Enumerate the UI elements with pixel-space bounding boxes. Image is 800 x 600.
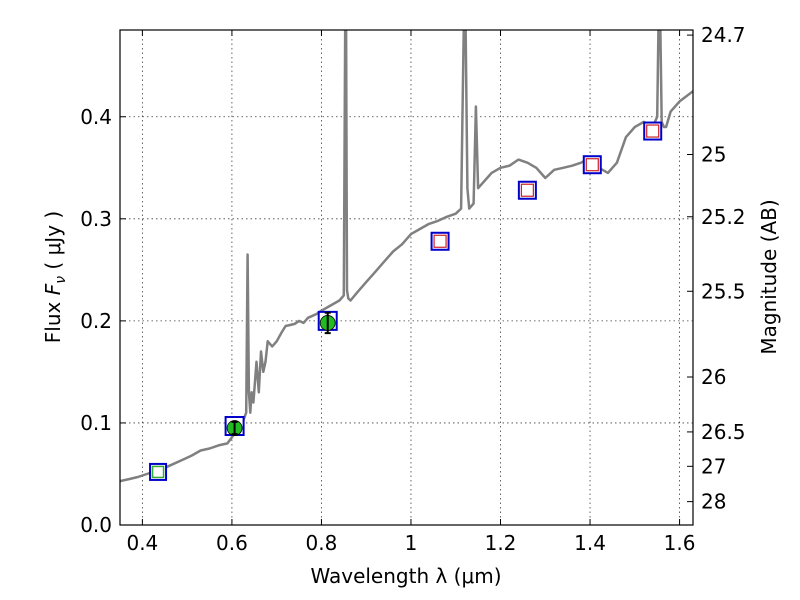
y-tick-label: 0.4	[80, 105, 112, 129]
plot-background	[120, 30, 693, 525]
y2-tick-label: 26	[701, 365, 726, 389]
photometry-point	[430, 231, 450, 251]
model-flux-box	[582, 155, 602, 175]
model-flux-box	[430, 231, 450, 251]
ticks: 0.4 0.6 0.8 1 1.2 1.4 1.6 0.0 0.1 0.2 0.3 0.4 24.7 25…	[80, 23, 745, 555]
x-tick-label: 0.8	[306, 531, 338, 555]
y2-tick-label: 26.5	[701, 420, 746, 444]
y-tick-label: 0.3	[80, 207, 112, 231]
y2-tick-label: 25.5	[701, 279, 746, 303]
x-tick-label: 1.4	[574, 531, 606, 555]
upper-limit-square	[520, 183, 534, 197]
y2-tick-label: 28	[701, 490, 726, 514]
x-axis-label: Wavelength λ (μm)	[310, 564, 501, 588]
y2-tick-label: 27	[701, 454, 726, 478]
y-tick-label: 0.0	[80, 513, 112, 537]
upper-limit-square	[646, 124, 660, 138]
y2-tick-label: 24.7	[701, 23, 746, 47]
x-tick-label: 1	[405, 531, 418, 555]
upper-limit-square	[433, 234, 447, 248]
x-tick-label: 0.4	[126, 531, 158, 555]
upper-limit-square	[585, 158, 599, 172]
x-tick-label: 1.2	[485, 531, 517, 555]
x-tick-label: 0.6	[216, 531, 248, 555]
model-flux-box	[149, 462, 168, 481]
observed-flux-square	[151, 465, 165, 479]
y-tick-label: 0.2	[80, 309, 112, 333]
y2-tick-label: 25.2	[701, 205, 746, 229]
photometry-point	[149, 462, 168, 481]
y2-axis-label: Magnitude (AB)	[757, 199, 781, 354]
plot-frame	[119, 29, 694, 526]
model-flux-box	[643, 121, 663, 141]
photometry-markers	[149, 121, 663, 481]
y-tick-label: 0.1	[80, 411, 112, 435]
photometry-point	[317, 310, 338, 335]
y-axis-label: Flux Fν ( μJy )	[41, 211, 69, 343]
y2-tick-label: 25	[701, 143, 726, 167]
photometry-point	[582, 155, 602, 175]
photometry-point	[517, 180, 537, 200]
x-tick-label: 1.6	[664, 531, 696, 555]
model-flux-box	[517, 180, 537, 200]
photometry-point	[224, 416, 245, 436]
photometry-point	[643, 121, 663, 141]
